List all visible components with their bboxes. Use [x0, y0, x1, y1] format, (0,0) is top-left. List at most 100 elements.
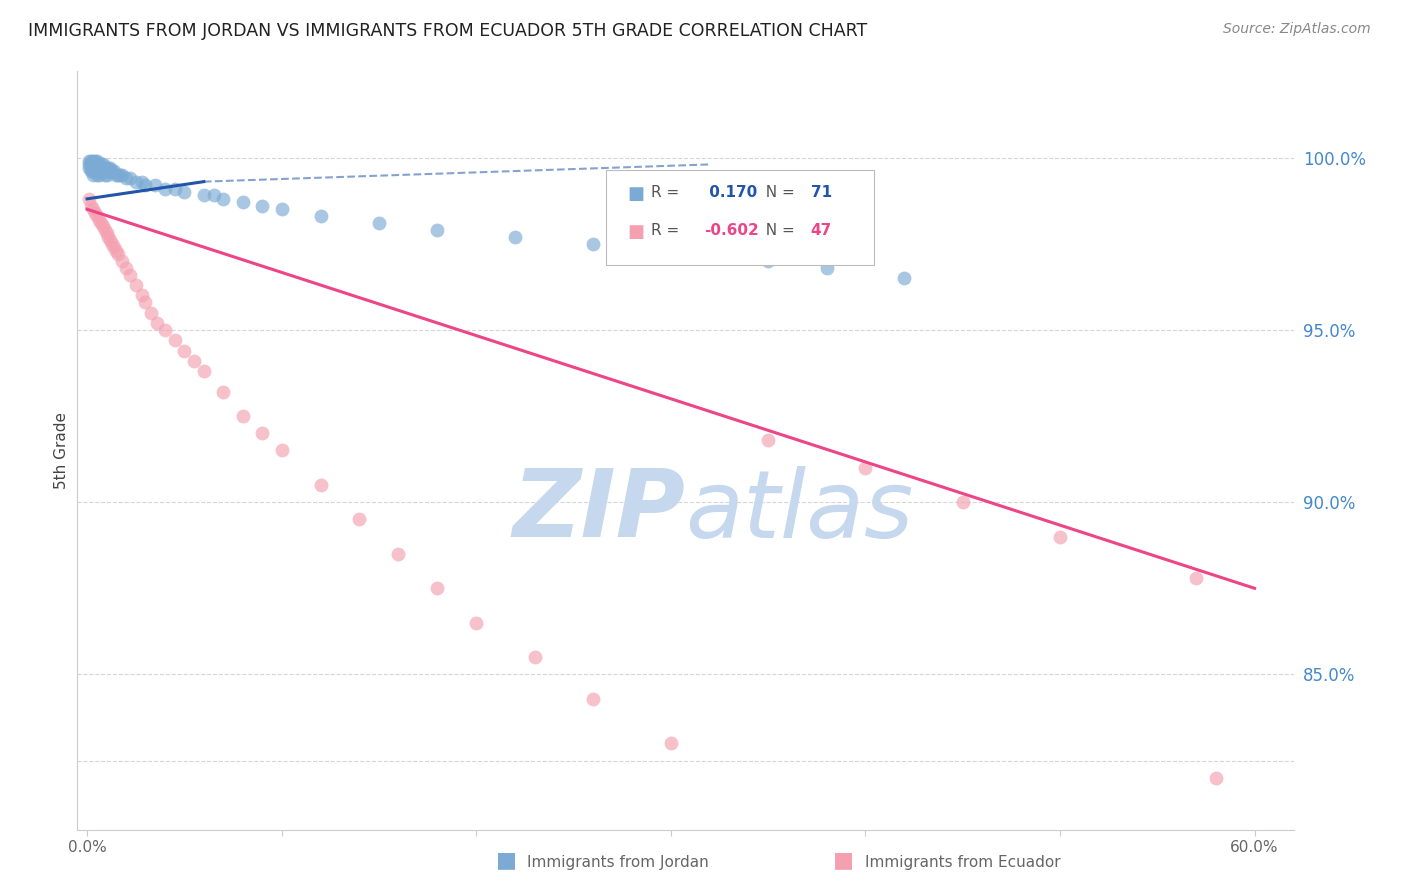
Point — [80, 153, 103, 168]
Point — [77, 161, 100, 175]
Point — [108, 168, 131, 182]
Text: 71: 71 — [811, 186, 832, 200]
Point — [96, 227, 118, 241]
Point — [134, 178, 156, 192]
Point — [91, 157, 114, 171]
Point — [163, 181, 186, 195]
Point — [97, 229, 120, 244]
Point — [83, 161, 105, 175]
Point — [103, 240, 125, 254]
Text: 0.170: 0.170 — [703, 186, 756, 200]
Point — [503, 229, 526, 244]
Text: ZIP: ZIP — [513, 465, 686, 558]
Point — [86, 157, 108, 171]
Point — [153, 323, 176, 337]
Point — [143, 178, 166, 192]
Point — [202, 188, 225, 202]
Point — [309, 209, 332, 223]
Point — [105, 244, 128, 258]
Point — [756, 253, 779, 268]
Text: N =: N = — [756, 186, 800, 200]
Point — [86, 209, 108, 223]
Point — [101, 164, 124, 178]
Point — [90, 164, 112, 178]
Point — [90, 161, 112, 175]
Point — [83, 164, 105, 178]
Point — [582, 691, 605, 706]
Point — [82, 168, 104, 182]
Point — [107, 247, 129, 261]
Point — [349, 512, 371, 526]
FancyBboxPatch shape — [606, 170, 875, 265]
Point — [115, 260, 138, 275]
Point — [97, 164, 120, 178]
Point — [96, 168, 118, 182]
Point — [86, 161, 108, 175]
Point — [146, 316, 169, 330]
Point — [173, 185, 195, 199]
Point — [93, 161, 115, 175]
Point — [96, 164, 118, 178]
Point — [125, 175, 148, 189]
Point — [77, 192, 100, 206]
Text: 47: 47 — [811, 223, 832, 238]
Point — [118, 171, 141, 186]
Point — [232, 195, 254, 210]
Point — [212, 384, 235, 399]
Point — [111, 253, 134, 268]
Point — [87, 161, 110, 175]
Text: ■: ■ — [627, 223, 644, 241]
Point — [118, 268, 141, 282]
Point — [91, 164, 114, 178]
Point — [1049, 530, 1071, 544]
Point — [153, 181, 176, 195]
Point — [232, 409, 254, 423]
Text: R =: R = — [651, 186, 685, 200]
Point — [465, 615, 488, 630]
Point — [309, 478, 332, 492]
Text: Source: ZipAtlas.com: Source: ZipAtlas.com — [1223, 22, 1371, 37]
Point — [212, 192, 235, 206]
Y-axis label: 5th Grade: 5th Grade — [53, 412, 69, 489]
Point — [86, 153, 108, 168]
Point — [131, 175, 153, 189]
Point — [93, 168, 115, 182]
Point — [83, 153, 105, 168]
Point — [80, 161, 103, 175]
Text: -0.602: -0.602 — [703, 223, 758, 238]
Point — [91, 161, 114, 175]
Point — [250, 426, 273, 441]
Point — [90, 157, 112, 171]
Text: R =: R = — [651, 223, 685, 238]
Point — [77, 153, 100, 168]
Point — [193, 364, 215, 378]
Point — [93, 223, 115, 237]
Text: ■: ■ — [627, 186, 644, 203]
Point — [86, 168, 108, 182]
Point — [86, 164, 108, 178]
Point — [141, 305, 163, 319]
Point — [855, 460, 877, 475]
Text: ■: ■ — [496, 850, 516, 870]
Point — [91, 219, 114, 234]
Point — [83, 205, 105, 219]
Point — [105, 168, 128, 182]
Point — [87, 212, 110, 227]
Point — [77, 157, 100, 171]
Point — [173, 343, 195, 358]
Point — [952, 495, 974, 509]
Point — [582, 236, 605, 251]
Point — [90, 216, 112, 230]
Point — [100, 233, 122, 247]
Point — [115, 171, 138, 186]
Point — [87, 168, 110, 182]
Point — [82, 157, 104, 171]
Point — [523, 650, 546, 665]
Point — [80, 199, 103, 213]
Point — [87, 164, 110, 178]
Point — [756, 433, 779, 447]
Text: IMMIGRANTS FROM JORDAN VS IMMIGRANTS FROM ECUADOR 5TH GRADE CORRELATION CHART: IMMIGRANTS FROM JORDAN VS IMMIGRANTS FRO… — [28, 22, 868, 40]
Point — [183, 354, 205, 368]
Point — [659, 736, 682, 750]
Point — [270, 443, 292, 458]
